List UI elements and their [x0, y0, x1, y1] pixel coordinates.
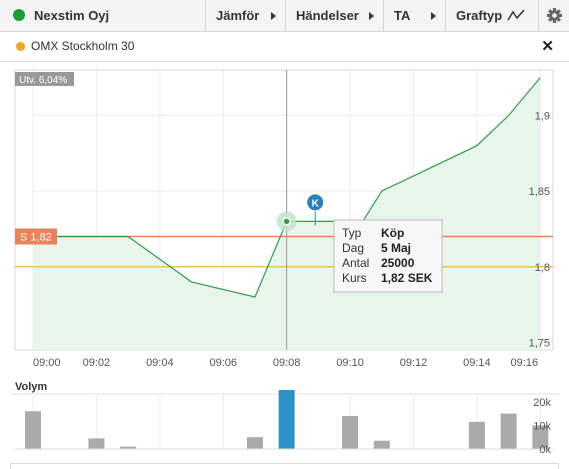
volume-bar — [246, 437, 263, 449]
compare-button[interactable]: Jämför — [205, 0, 285, 31]
y-tick-label: 1,75 — [529, 337, 550, 349]
events-label: Händelser — [296, 8, 359, 23]
price-line — [33, 77, 541, 298]
tooltip-value: 25000 — [381, 256, 415, 270]
tooltip-value: 1,82 SEK — [381, 271, 433, 285]
chart-toolbar: Nexstim Oyj Jämför Händelser TA Graftyp — [0, 0, 569, 32]
caret-right-icon — [271, 12, 276, 20]
x-tick-label: 09:14 — [463, 357, 491, 369]
index-legend-label: OMX Stockholm 30 — [31, 39, 135, 53]
sell-level-badge — [15, 228, 57, 245]
tooltip-key: Typ — [342, 226, 362, 240]
sell-level-label: S 1,82 — [20, 231, 52, 243]
y-tick-label: 1,9 — [535, 110, 550, 122]
index-color-dot-icon — [16, 42, 25, 51]
tooltip-key: Dag — [342, 241, 364, 255]
comparison-legend: OMX Stockholm 30 ✕ — [0, 33, 569, 62]
volume-bar — [25, 411, 41, 449]
hover-point — [282, 217, 291, 226]
ta-label: TA — [394, 8, 411, 23]
tooltip-value: 5 Maj — [381, 241, 411, 255]
instrument-title: Nexstim Oyj — [34, 8, 110, 23]
volume-y-tick-label: 10k — [533, 420, 551, 432]
volume-bar — [373, 440, 390, 449]
volume-bar — [120, 446, 137, 449]
x-tick-label: 09:04 — [146, 357, 174, 369]
volume-bar — [532, 425, 549, 449]
volume-y-tick-label: 20k — [533, 397, 551, 409]
trade-marker-icon — [307, 194, 324, 211]
graph-type-button[interactable]: Graftyp — [445, 0, 538, 31]
trade-tooltip: Typ Köp Dag 5 Maj Antal 25000 Kurs 1,82 SEK — [333, 219, 443, 293]
x-tick-label: 09:06 — [209, 357, 237, 369]
volume-bar — [88, 438, 105, 449]
tooltip-box — [333, 219, 443, 293]
change-badge-label: Utv. 6,04% — [19, 75, 67, 86]
change-badge — [15, 72, 74, 86]
volume-y-tick-label: 0k — [539, 444, 551, 456]
tooltip-value: Köp — [381, 226, 404, 240]
volume-bar — [500, 413, 517, 449]
settings-button[interactable] — [538, 0, 569, 31]
x-tick-label: 09:12 — [400, 357, 428, 369]
ta-button[interactable]: TA — [383, 0, 445, 31]
tooltip-key: Kurs — [342, 271, 367, 285]
y-tick-label: 1,8 — [535, 262, 550, 274]
volume-bar — [278, 390, 295, 449]
line-chart-icon — [507, 9, 525, 21]
y-tick-label: 1,85 — [529, 186, 550, 198]
price-chart[interactable]: K S 1,82 Utv. 6,04% 1,75 1,8 1,85 1,9 09:00 09:0… — [0, 62, 569, 374]
volume-chart[interactable]: Volym 20k 10k 0k — [0, 376, 569, 463]
events-button[interactable]: Händelser — [285, 0, 383, 31]
x-tick-label: 09:02 — [83, 357, 111, 369]
volume-bar — [342, 415, 359, 449]
bottom-panel-edge — [10, 463, 559, 469]
volume-bar — [468, 421, 485, 449]
remove-comparison-close-icon[interactable]: ✕ — [541, 38, 554, 55]
gear-icon — [547, 8, 562, 23]
x-tick-label: 09:16 — [511, 357, 539, 369]
x-tick-label: 09:00 — [33, 357, 61, 369]
trade-marker-label: K — [312, 198, 320, 209]
caret-right-icon — [369, 12, 374, 20]
graph-type-label: Graftyp — [456, 8, 503, 23]
volume-title: Volym — [15, 381, 47, 393]
compare-label: Jämför — [216, 8, 260, 23]
tooltip-key: Antal — [342, 256, 369, 270]
status-dot-icon — [13, 9, 25, 21]
x-tick-label: 09:10 — [336, 357, 364, 369]
caret-right-icon — [431, 12, 436, 20]
x-tick-label: 09:08 — [273, 357, 301, 369]
